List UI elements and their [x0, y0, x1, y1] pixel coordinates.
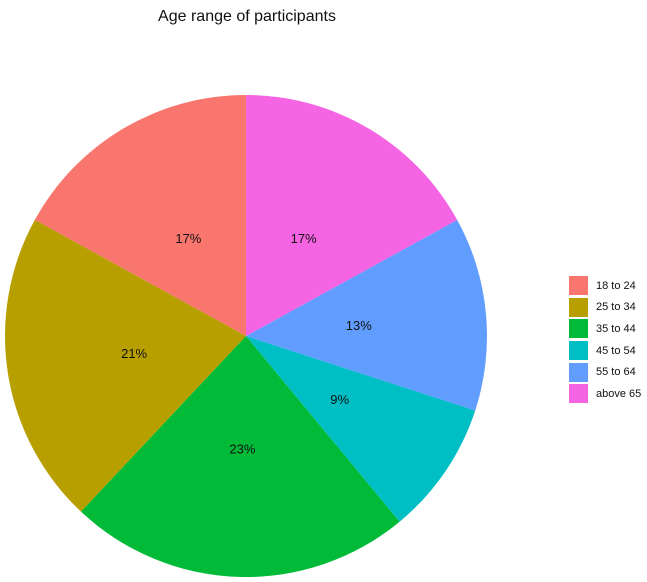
- legend-label: 25 to 34: [596, 301, 636, 314]
- pie-slice-above-65: [246, 95, 458, 336]
- slice-label: 17%: [175, 231, 201, 246]
- pie-slice-45-to-54: [246, 336, 476, 522]
- legend-item: 18 to 24: [569, 275, 641, 297]
- pie-slices: [5, 95, 487, 577]
- pie-slice-18-to-24: [34, 95, 247, 336]
- legend-label: 18 to 24: [596, 279, 636, 292]
- pie-slice-25-to-34: [5, 219, 247, 512]
- slice-label: 21%: [121, 346, 147, 361]
- legend: 18 to 24 25 to 34 35 to 44 45 to 54 55 to 64…: [569, 275, 641, 405]
- legend-label: 35 to 44: [596, 322, 636, 335]
- legend-item: 25 to 34: [569, 297, 641, 319]
- legend-swatch: [569, 362, 588, 382]
- pie-slice-55-to-64: [246, 219, 487, 411]
- legend-swatch: [569, 319, 588, 339]
- slice-label: 17%: [291, 231, 317, 246]
- legend-item: 45 to 54: [569, 340, 641, 362]
- legend-label: above 65: [596, 387, 642, 400]
- legend-swatch: [569, 384, 588, 404]
- legend-label: 45 to 54: [596, 344, 636, 357]
- legend-item: 55 to 64: [569, 361, 641, 383]
- slice-label: 23%: [229, 442, 255, 457]
- pie-slice-35-to-44: [81, 336, 400, 577]
- slice-label: 9%: [330, 392, 349, 407]
- chart-title: Age range of participants: [158, 8, 336, 25]
- legend-swatch: [569, 297, 588, 317]
- legend-swatch: [569, 276, 588, 296]
- legend-item: above 65: [569, 383, 641, 405]
- slice-labels: 17% 21% 23% 9% 13% 17%: [121, 231, 372, 457]
- legend-label: 55 to 64: [596, 366, 636, 379]
- legend-item: 35 to 44: [569, 318, 641, 340]
- legend-swatch: [569, 341, 588, 361]
- slice-label: 13%: [346, 318, 372, 333]
